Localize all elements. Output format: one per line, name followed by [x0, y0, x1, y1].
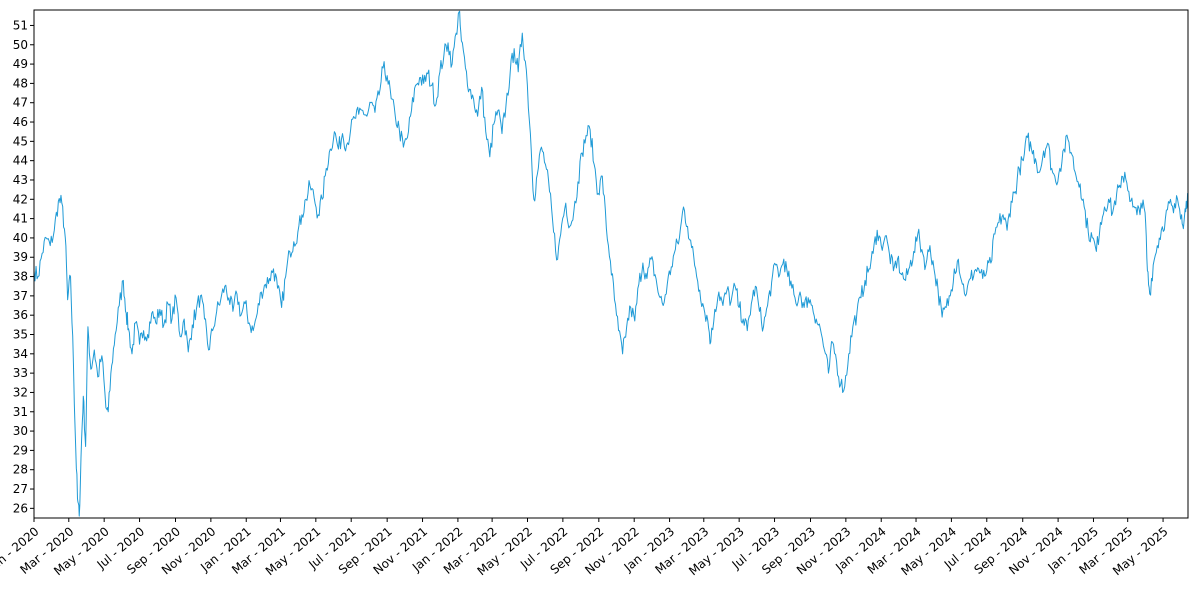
y-tick-label: 41: [13, 212, 28, 226]
y-tick-label: 27: [13, 482, 28, 496]
y-tick-label: 48: [13, 76, 28, 90]
y-tick-label: 31: [13, 405, 28, 419]
y-tick-label: 30: [13, 424, 28, 438]
y-tick-label: 38: [13, 270, 28, 284]
y-tick-label: 34: [13, 347, 28, 361]
y-tick-label: 49: [13, 57, 28, 71]
y-tick-label: 39: [13, 250, 28, 264]
series-line: [34, 10, 1188, 517]
y-tick-label: 40: [13, 231, 28, 245]
y-tick-label: 44: [13, 154, 28, 168]
y-tick-label: 28: [13, 463, 28, 477]
y-tick-label: 51: [13, 18, 28, 32]
y-tick-label: 47: [13, 96, 28, 110]
y-tick-label: 43: [13, 173, 28, 187]
y-tick-label: 46: [13, 115, 28, 129]
y-tick-label: 37: [13, 289, 28, 303]
y-axis: 26 27 28 29 30 31 32 33 34 35 36 37 38 39 40 41 42 43 44 45…: [13, 18, 34, 515]
y-tick-label: 33: [13, 366, 28, 380]
plot-area: [34, 10, 1188, 517]
y-tick-label: 50: [13, 38, 28, 52]
plot-frame: [33, 9, 1189, 519]
y-tick-label: 35: [13, 328, 28, 342]
y-tick-label: 29: [13, 443, 28, 457]
y-tick-label: 26: [13, 501, 28, 515]
y-tick-label: 32: [13, 385, 28, 399]
y-tick-label: 45: [13, 134, 28, 148]
y-tick-label: 42: [13, 192, 28, 206]
y-tick-label: 36: [13, 308, 28, 322]
